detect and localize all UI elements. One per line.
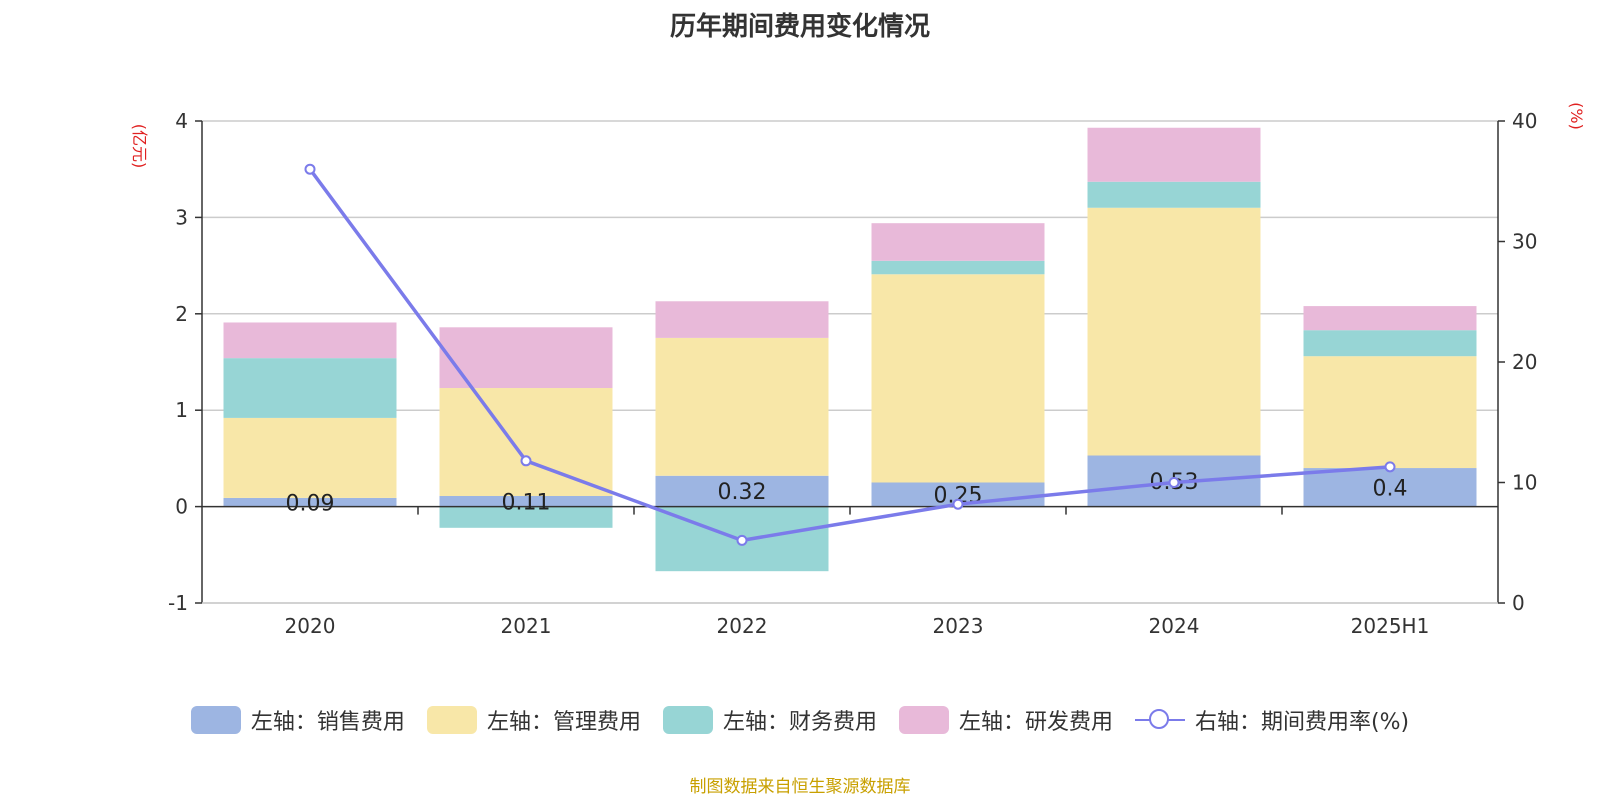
bar-sales-2025H1 <box>1303 468 1477 507</box>
bar-finance-2024 <box>1087 181 1261 208</box>
legend-item-admin[interactable]: 左轴：管理费用 <box>426 704 641 736</box>
legend-label-rate: 右轴：期间费用率(%) <box>1194 710 1410 735</box>
left-axis-tick-label: 3 <box>175 205 188 229</box>
bar-finance-2025H1 <box>1303 330 1477 357</box>
bar-sales-2021 <box>439 495 613 507</box>
legend-swatch-rd <box>898 706 949 734</box>
bar-rd-2024 <box>1087 127 1261 182</box>
bar-rd-2023 <box>871 223 1045 261</box>
bar-rd-2022 <box>655 301 829 338</box>
legend-swatch-admin <box>426 706 477 734</box>
chart-title: 历年期间费用变化情况 <box>669 12 930 42</box>
category-label: 2024 <box>1149 614 1200 638</box>
category-label: 2023 <box>933 614 984 638</box>
bar-admin-2024 <box>1087 207 1261 456</box>
right-axis-unit: (%) <box>1567 102 1586 130</box>
category-label: 2020 <box>285 614 336 638</box>
rate-point-2023 <box>952 498 964 510</box>
rate-point-2020 <box>304 163 316 175</box>
data-source-note: 制图数据来自恒生聚源数据库 <box>689 777 911 797</box>
right-axis-tick-label: 30 <box>1512 230 1537 254</box>
rate-line <box>308 168 1391 543</box>
right-axis-tick-label: 40 <box>1512 109 1537 133</box>
legend-swatch-rate <box>1134 706 1185 734</box>
bar-admin-2023 <box>871 274 1045 483</box>
rate-point-2025H1 <box>1384 461 1396 473</box>
legend-swatch-sales <box>190 706 241 734</box>
bar-finance-2021 <box>439 506 613 528</box>
left-axis-tick-label: 0 <box>175 495 188 519</box>
legend-item-finance[interactable]: 左轴：财务费用 <box>662 704 877 736</box>
left-axis-tick-label: -1 <box>168 591 188 615</box>
left-axis-tick-label: 1 <box>175 398 188 422</box>
data-label-sales-2025H1: 0.4 <box>1373 476 1408 501</box>
bar-sales-2022 <box>655 475 829 507</box>
right-axis-tick-label: 10 <box>1512 471 1537 495</box>
data-label-sales-2021: 0.11 <box>502 490 551 515</box>
bar-admin-2021 <box>439 388 613 496</box>
bar-admin-2025H1 <box>1303 356 1477 469</box>
category-label: 2022 <box>717 614 768 638</box>
legend-item-rd[interactable]: 左轴：研发费用 <box>898 704 1113 736</box>
rate-point-2021 <box>520 455 532 467</box>
data-label-sales-2022: 0.32 <box>718 480 767 505</box>
legend-item-rate[interactable]: 右轴：期间费用率(%) <box>1134 704 1410 736</box>
bar-sales-2020 <box>223 497 397 507</box>
legend-item-sales[interactable]: 左轴：销售费用 <box>190 704 405 736</box>
bar-admin-2022 <box>655 337 829 476</box>
category-label: 2025H1 <box>1351 614 1430 638</box>
bar-admin-2020 <box>223 417 397 498</box>
right-axis-tick-label: 0 <box>1512 591 1525 615</box>
legend-label-rd: 左轴：研发费用 <box>958 710 1113 735</box>
bar-finance-2020 <box>223 358 397 418</box>
bar-rd-2025H1 <box>1303 306 1477 331</box>
rate-point-2024 <box>1168 477 1180 488</box>
legend-label-finance: 左轴：财务费用 <box>722 710 877 735</box>
bar-rd-2020 <box>223 322 397 359</box>
rate-point-2022 <box>736 534 748 546</box>
legend-swatch-finance <box>662 706 713 734</box>
bar-finance-2023 <box>871 260 1045 275</box>
legend: 左轴：销售费用 左轴：管理费用 左轴：财务费用 左轴：研发费用 右轴：期间费用率… <box>0 704 1600 736</box>
left-axis-unit: (亿元) <box>130 124 149 169</box>
left-axis-tick-label: 4 <box>175 109 188 133</box>
data-label-sales-2020: 0.09 <box>286 491 335 516</box>
legend-label-admin: 左轴：管理费用 <box>486 710 641 735</box>
bar-rd-2021 <box>439 327 613 389</box>
right-axis-tick-label: 20 <box>1512 350 1537 374</box>
legend-label-sales: 左轴：销售费用 <box>250 710 405 735</box>
category-label: 2021 <box>501 614 552 638</box>
left-axis-tick-label: 2 <box>175 302 188 326</box>
